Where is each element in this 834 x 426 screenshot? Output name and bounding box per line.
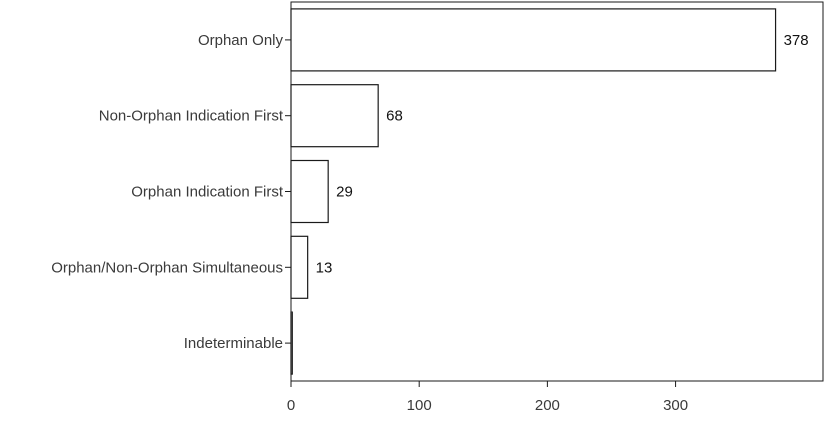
data-label: 68 — [386, 108, 403, 125]
x-tick-label: 100 — [407, 397, 432, 414]
data-label: 29 — [336, 184, 353, 201]
category-labels: Orphan Only Non-Orphan Indication First Or… — [51, 32, 291, 352]
x-tick-label: 200 — [535, 397, 560, 414]
category-label: Non-Orphan Indication First — [99, 108, 284, 125]
x-tick-label: 300 — [663, 397, 688, 414]
value-labels: 378 68 29 13 — [316, 32, 809, 276]
bar — [290, 159, 329, 224]
x-axis-ticks: 0 100 200 300 — [287, 381, 688, 414]
bar — [290, 8, 777, 72]
category-label: Orphan Only — [198, 32, 284, 49]
data-label: 378 — [784, 32, 809, 49]
category-label: Indeterminable — [184, 335, 283, 352]
x-tick-label: 0 — [287, 397, 295, 414]
bar — [290, 235, 309, 299]
category-label: Orphan/Non-Orphan Simultaneous — [51, 259, 283, 276]
data-label: 13 — [316, 259, 333, 276]
category-label: Orphan Indication First — [131, 184, 284, 201]
bar — [290, 84, 379, 148]
plot-frame — [290, 1, 824, 382]
bars-layer — [290, 8, 777, 375]
